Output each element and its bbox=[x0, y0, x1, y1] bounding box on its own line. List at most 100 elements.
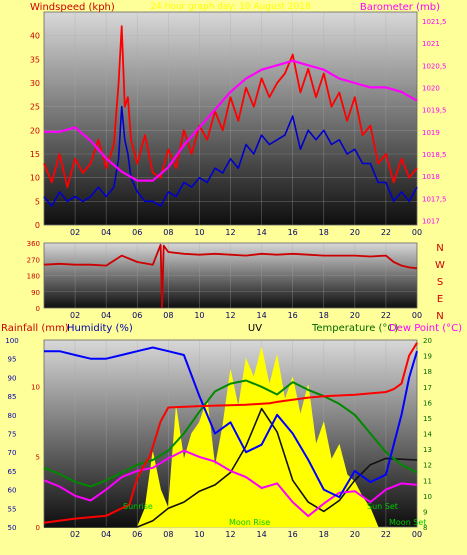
humidity-tick-label: 95 bbox=[8, 356, 17, 364]
baro-tick-label: 1019 bbox=[422, 129, 440, 137]
temp-tick-label: 12 bbox=[423, 462, 432, 470]
humidity-tick-label: 90 bbox=[8, 374, 17, 382]
wind-x-tick: 10 bbox=[194, 228, 204, 237]
uv-area bbox=[136, 347, 379, 528]
direction-tick-label: 90 bbox=[31, 289, 40, 297]
compass-label: N bbox=[436, 243, 443, 254]
astro-annotation: Moon Rise bbox=[229, 518, 270, 527]
baro-tick-label: 1018,5 bbox=[422, 151, 447, 159]
baro-tick-label: 1020,5 bbox=[422, 62, 447, 70]
wind-axis-label: Windspeed (kph) bbox=[30, 2, 115, 13]
temp-tick-label: 8 bbox=[423, 524, 427, 532]
wind-tick-label: 30 bbox=[30, 79, 40, 88]
rain-tick-label: 0 bbox=[36, 524, 40, 532]
wind-x-tick: 22 bbox=[381, 228, 391, 237]
wind-tick-label: 5 bbox=[35, 197, 40, 206]
direction-x-tick: 04 bbox=[101, 311, 111, 320]
wind-tick-label: 40 bbox=[30, 32, 40, 41]
direction-tick-label: 360 bbox=[27, 240, 40, 248]
direction-x-tick: 12 bbox=[225, 311, 235, 320]
temp-x-tick: 18 bbox=[319, 530, 329, 539]
uv-label: UV bbox=[248, 323, 262, 334]
temp-x-tick: 22 bbox=[381, 530, 391, 539]
wind-tick-label: 20 bbox=[30, 126, 40, 135]
humidity-label: Humidity (%) bbox=[67, 323, 133, 334]
temp-x-tick: 14 bbox=[256, 530, 266, 539]
temp-tick-label: 14 bbox=[423, 431, 432, 439]
astro-annotation: Sunrise bbox=[123, 502, 153, 511]
direction-x-tick: 14 bbox=[256, 311, 266, 320]
temp-tick-label: 15 bbox=[423, 415, 432, 423]
dewpoint-line bbox=[43, 449, 418, 518]
humidity-tick-label: 100 bbox=[5, 337, 18, 345]
temp-x-tick: 04 bbox=[101, 530, 111, 539]
wind-direction-line bbox=[43, 243, 418, 309]
temp-x-tick: 10 bbox=[194, 530, 204, 539]
rainfall-line bbox=[43, 342, 418, 524]
temperature-line bbox=[43, 379, 418, 488]
compass-label: N bbox=[436, 311, 443, 322]
temp-x-tick: 06 bbox=[132, 530, 142, 539]
wind-tick-label: 35 bbox=[30, 55, 40, 64]
direction-x-tick: 18 bbox=[319, 311, 329, 320]
temp-x-tick: 00 bbox=[412, 530, 422, 539]
humidity-tick-label: 80 bbox=[8, 412, 17, 420]
direction-tick-label: 0 bbox=[36, 305, 40, 313]
humidity-tick-label: 65 bbox=[8, 468, 17, 476]
temp-tick-label: 20 bbox=[423, 337, 432, 345]
direction-x-tick: 02 bbox=[70, 311, 80, 320]
direction-x-tick: 10 bbox=[194, 311, 204, 320]
temp-x-tick: 12 bbox=[225, 530, 235, 539]
direction-x-tick: 20 bbox=[350, 311, 360, 320]
humidity-tick-label: 85 bbox=[8, 393, 17, 401]
direction-tick-label: 180 bbox=[27, 273, 40, 281]
wind-x-tick: 18 bbox=[319, 228, 329, 237]
astro-annotation: Sun Set bbox=[367, 502, 398, 511]
wind-x-tick: 04 bbox=[101, 228, 111, 237]
chart-title: 24 hour graph day: 10 August 2018 bbox=[150, 2, 311, 12]
wind-tick-label: 10 bbox=[30, 174, 40, 183]
wind-tick-label: 0 bbox=[35, 221, 40, 230]
humidity-tick-label: 55 bbox=[8, 505, 17, 513]
rainfall-label: Rainfall (mm) bbox=[1, 323, 69, 334]
baro-tick-label: 1017 bbox=[422, 218, 440, 226]
black-line bbox=[44, 407, 418, 528]
temp-x-tick: 02 bbox=[70, 530, 80, 539]
gust-line bbox=[43, 25, 418, 189]
direction-tick-label: 270 bbox=[27, 256, 40, 264]
temp-tick-label: 17 bbox=[423, 384, 432, 392]
astro-annotation: Moon Set bbox=[389, 518, 426, 527]
rain-tick-label: 5 bbox=[36, 454, 40, 462]
direction-x-tick: 00 bbox=[412, 311, 422, 320]
humidity-line bbox=[44, 346, 418, 499]
temp-x-tick: 16 bbox=[288, 530, 298, 539]
rain-tick-label: 10 bbox=[31, 383, 40, 391]
temp-tick-label: 9 bbox=[423, 508, 427, 516]
compass-label: S bbox=[437, 277, 443, 288]
direction-x-tick: 08 bbox=[163, 311, 173, 320]
wind-x-tick: 02 bbox=[70, 228, 80, 237]
wind-x-tick: 06 bbox=[132, 228, 142, 237]
baro-tick-label: 1021 bbox=[422, 40, 440, 48]
temperature-label: Temperature (°C) bbox=[311, 323, 398, 334]
temp-tick-label: 11 bbox=[423, 477, 432, 485]
wind-tick-label: 15 bbox=[30, 150, 40, 159]
dewpoint-label: Dew Point (°C) bbox=[389, 323, 462, 334]
average-wind-line bbox=[43, 105, 418, 207]
direction-x-tick: 06 bbox=[132, 311, 142, 320]
humidity-tick-label: 50 bbox=[8, 524, 17, 532]
baro-tick-label: 1021,5 bbox=[422, 18, 447, 26]
wind-x-tick: 08 bbox=[163, 228, 173, 237]
wind-x-tick: 12 bbox=[225, 228, 235, 237]
humidity-tick-label: 60 bbox=[8, 487, 17, 495]
temp-tick-label: 13 bbox=[423, 446, 432, 454]
wind-x-tick: 00 bbox=[412, 228, 422, 237]
wind-x-tick: 16 bbox=[288, 228, 298, 237]
compass-label: E bbox=[437, 294, 443, 305]
baro-axis-label: Barometer (mb) bbox=[360, 2, 440, 13]
baro-tick-label: 1020 bbox=[422, 84, 440, 92]
wind-tick-label: 25 bbox=[30, 103, 40, 112]
temp-tick-label: 19 bbox=[423, 353, 432, 361]
direction-x-tick: 22 bbox=[381, 311, 391, 320]
